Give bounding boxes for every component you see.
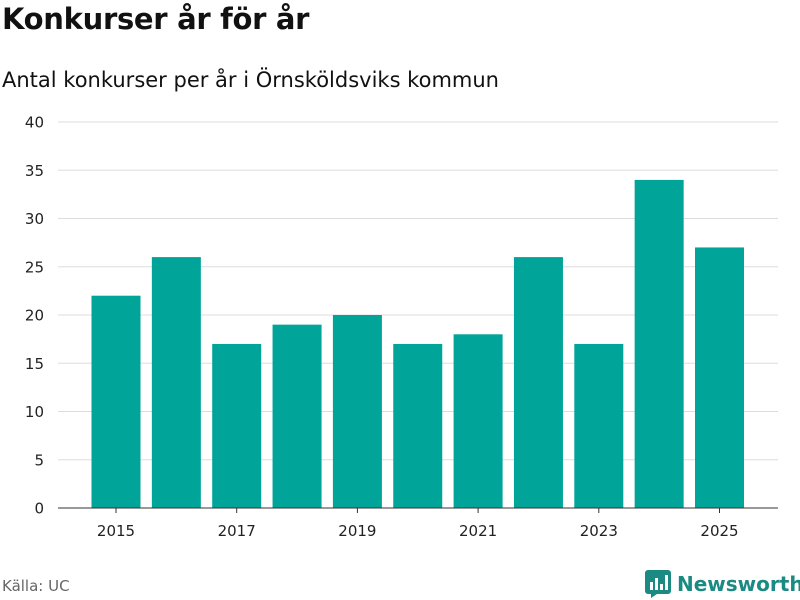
brand-name: Newsworthy xyxy=(677,572,800,596)
x-tick-label: 2017 xyxy=(218,522,256,540)
y-tick-label: 15 xyxy=(25,355,44,373)
source-note: Källa: UC xyxy=(2,577,70,595)
x-tick-label: 2021 xyxy=(459,522,497,540)
bar-2020 xyxy=(393,343,443,508)
y-tick-label: 35 xyxy=(25,162,44,180)
bar-2017 xyxy=(212,343,262,508)
y-tick-label: 30 xyxy=(25,210,44,228)
chart-title: Konkurser år för år xyxy=(2,2,310,36)
y-axis-ticks: 0 5 10 15 20 25 30 35 40 xyxy=(25,114,44,518)
x-axis-ticks: 2015 2017 2019 2021 2023 2025 xyxy=(97,508,739,540)
x-tick-label: 2019 xyxy=(338,522,376,540)
bar-2021 xyxy=(453,334,503,508)
bar-2022 xyxy=(513,257,563,508)
y-tick-label: 20 xyxy=(25,307,44,325)
chart-subtitle: Antal konkurser per år i Örnsköldsviks k… xyxy=(2,68,499,92)
bar-2025 xyxy=(695,247,744,508)
y-tick-label: 40 xyxy=(25,114,44,132)
y-tick-label: 25 xyxy=(25,258,44,276)
bar-chart-icon xyxy=(645,570,671,598)
bars xyxy=(91,179,744,508)
bar-2023 xyxy=(574,343,624,508)
x-tick-label: 2015 xyxy=(97,522,135,540)
bar-2024 xyxy=(634,179,684,508)
y-tick-label: 10 xyxy=(25,403,44,421)
bar-2018 xyxy=(272,324,322,508)
y-tick-label: 5 xyxy=(34,451,44,469)
x-tick-label: 2025 xyxy=(700,522,738,540)
bar-2015 xyxy=(91,295,141,508)
brand-logo: Newsworthy xyxy=(645,570,800,598)
bar-2019 xyxy=(332,315,382,508)
y-tick-label: 0 xyxy=(34,500,44,518)
bar-2016 xyxy=(151,257,201,508)
x-tick-label: 2023 xyxy=(580,522,618,540)
